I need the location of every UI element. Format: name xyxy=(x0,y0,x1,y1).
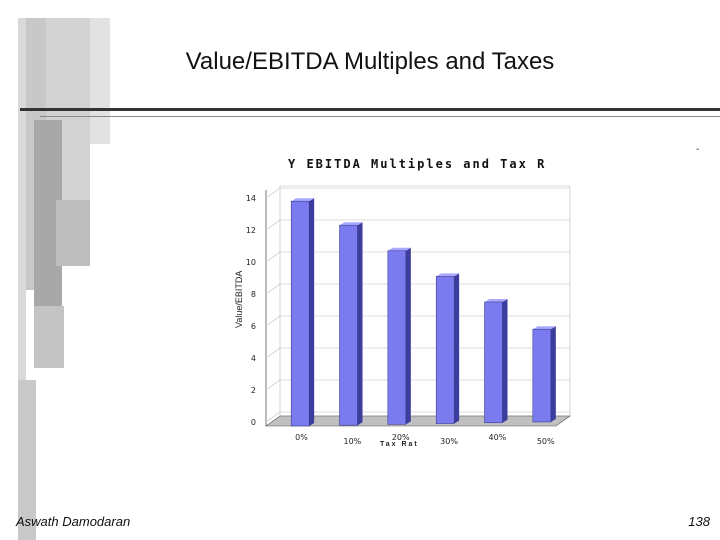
bar-side xyxy=(405,247,411,425)
gridline xyxy=(265,219,570,231)
x-tick-label: 40% xyxy=(489,433,507,442)
bar-face xyxy=(387,250,407,425)
gridline xyxy=(265,347,570,359)
bar-face xyxy=(484,301,503,424)
decor-block-8 xyxy=(18,380,36,540)
title-divider-thin xyxy=(40,116,720,117)
decor-block-4 xyxy=(90,18,110,144)
x-axis-label: Tax Rat xyxy=(380,441,419,448)
gridline xyxy=(265,187,570,199)
bar-top xyxy=(291,198,315,202)
footer-author: Aswath Damodaran xyxy=(16,514,131,529)
x-tick-label: 50% xyxy=(537,437,555,446)
bar-top xyxy=(436,273,460,277)
x-tick-label: 20% xyxy=(392,433,410,442)
bar-side xyxy=(454,273,460,424)
decor-block-7 xyxy=(34,306,64,368)
x-tick-label: 10% xyxy=(344,437,362,446)
bar-side xyxy=(309,198,315,426)
y-tick-label: 2 xyxy=(251,386,256,395)
gridline xyxy=(265,379,570,391)
bar-top xyxy=(532,326,556,330)
gridline xyxy=(265,283,570,295)
bar xyxy=(435,273,460,424)
bar xyxy=(387,247,411,425)
title-divider xyxy=(20,108,720,111)
x-axis-ticks: 0% 10% 20% 30% 40% 50% xyxy=(295,433,555,446)
bar xyxy=(290,198,315,427)
bar-top xyxy=(484,299,508,302)
y-tick-label: 8 xyxy=(251,290,256,299)
bar-side xyxy=(550,326,556,422)
bar-face xyxy=(435,276,455,424)
gridline xyxy=(265,411,570,423)
y-tick-label: 0 xyxy=(251,418,256,427)
x-tick-label: 30% xyxy=(440,437,458,446)
bar-side xyxy=(357,222,363,426)
y-axis-label: Value/EBITDA xyxy=(234,271,244,328)
y-tick-label: 14 xyxy=(246,194,256,203)
chart-title: Y EBITDA Multiples and Tax R xyxy=(288,157,546,171)
slide-title: Value/EBITDA Multiples and Taxes xyxy=(185,48,555,75)
y-axis-ticks: 0 2 4 6 8 10 12 14 xyxy=(246,194,256,427)
decor-block-6 xyxy=(56,200,90,266)
bar-face xyxy=(290,200,310,427)
y-tick-label: 6 xyxy=(251,322,256,331)
chart-bars xyxy=(290,198,556,427)
decor-block-1 xyxy=(18,18,26,540)
y-tick-label: 12 xyxy=(246,226,256,235)
gridline xyxy=(265,315,570,327)
page-number: 138 xyxy=(688,514,710,529)
bar-face xyxy=(339,224,358,426)
bar xyxy=(339,222,363,426)
bar-face xyxy=(532,328,552,423)
gridline xyxy=(265,251,570,263)
x-tick-label: 0% xyxy=(295,433,308,442)
y-tick-label: 4 xyxy=(251,354,256,363)
bar xyxy=(484,299,508,424)
y-tick-label: 10 xyxy=(246,258,256,267)
corner-mark: - xyxy=(696,144,700,155)
bar-top xyxy=(339,222,363,226)
bar xyxy=(532,326,556,423)
bar-chart: Y EBITDA Multiples and Tax R 0 2 4 6 8 10 12 14… xyxy=(234,157,571,448)
bar-top xyxy=(387,247,411,251)
bar-side xyxy=(502,299,508,423)
chart-back-wall xyxy=(279,185,571,417)
